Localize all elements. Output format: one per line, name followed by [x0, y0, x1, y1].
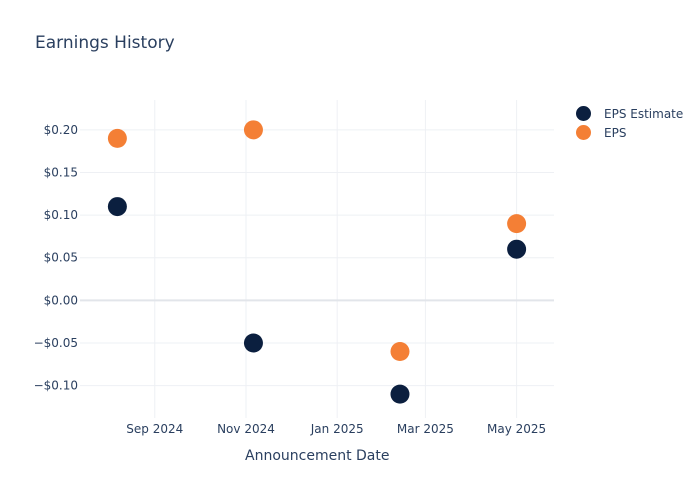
y-tick-label: $0.20 [44, 123, 78, 137]
y-tick-label: $0.15 [44, 165, 78, 179]
y-tick-label: −$0.10 [34, 379, 78, 393]
data-points [107, 120, 527, 404]
x-tick-label: May 2025 [487, 422, 546, 436]
point-eps[interactable] [390, 342, 410, 362]
legend-item-eps-estimate[interactable]: EPS Estimate [573, 104, 683, 123]
grid [80, 100, 554, 418]
y-tick-label: −$0.05 [34, 336, 78, 350]
point-eps[interactable] [507, 214, 527, 234]
y-tick-label: $0.10 [44, 208, 78, 222]
chart-title: Earnings History [35, 33, 175, 53]
y-tick-label: $0.05 [44, 251, 78, 265]
x-tick-label: Mar 2025 [397, 422, 454, 436]
legend-label-eps: EPS [604, 125, 627, 140]
point-eps[interactable] [243, 120, 263, 140]
legend[interactable]: EPS Estimate EPS [573, 104, 683, 142]
x-tick-label: Nov 2024 [217, 422, 275, 436]
legend-marker-eps-estimate [576, 106, 591, 121]
legend-item-eps[interactable]: EPS [573, 123, 683, 142]
y-tick-label: $0.00 [44, 293, 78, 307]
point-eps-estimate[interactable] [507, 239, 527, 259]
point-eps[interactable] [107, 128, 127, 148]
x-axis-ticks: Sep 2024 Nov 2024 Jan 2025 Mar 2025 May 2025 [126, 422, 546, 436]
y-axis-ticks: −$0.10 −$0.05 $0.00 $0.05 $0.10 $0.15 $0.20 [34, 123, 78, 393]
x-tick-label: Jan 2025 [310, 422, 364, 436]
legend-marker-eps [576, 125, 591, 140]
point-eps-estimate[interactable] [243, 333, 263, 353]
point-eps-estimate[interactable] [390, 384, 410, 404]
legend-label-eps-estimate: EPS Estimate [604, 106, 684, 121]
point-eps-estimate[interactable] [107, 197, 127, 217]
x-tick-label: Sep 2024 [126, 422, 183, 436]
x-axis-title: Announcement Date [245, 448, 390, 464]
